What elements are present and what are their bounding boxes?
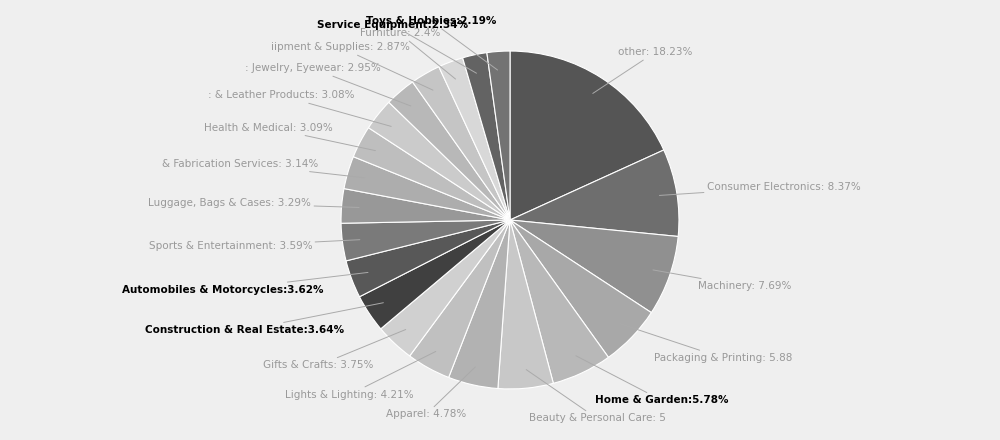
- Wedge shape: [389, 82, 510, 220]
- Text: Packaging & Printing: 5.88: Packaging & Printing: 5.88: [620, 324, 792, 363]
- Text: iipment & Supplies: 2.87%: iipment & Supplies: 2.87%: [271, 42, 433, 90]
- Text: Apparel: 4.78%: Apparel: 4.78%: [386, 367, 475, 419]
- Text: Automobiles & Motorcycles:3.62%: Automobiles & Motorcycles:3.62%: [122, 272, 368, 295]
- Wedge shape: [510, 150, 679, 236]
- Text: : & Leather Products: 3.08%: : & Leather Products: 3.08%: [208, 91, 391, 126]
- Wedge shape: [510, 220, 608, 383]
- Wedge shape: [341, 189, 510, 223]
- Wedge shape: [344, 157, 510, 220]
- Text: other: 18.23%: other: 18.23%: [593, 48, 692, 93]
- Text: Construction & Real Estate:3.64%: Construction & Real Estate:3.64%: [145, 303, 383, 335]
- Wedge shape: [498, 220, 553, 389]
- Text: Machinery: 7.69%: Machinery: 7.69%: [653, 270, 791, 291]
- Wedge shape: [510, 220, 651, 357]
- Text: Beauty & Personal Care: 5: Beauty & Personal Care: 5: [526, 370, 666, 423]
- Text: Sports & Entertainment: 3.59%: Sports & Entertainment: 3.59%: [149, 240, 360, 251]
- Text: Health & Medical: 3.09%: Health & Medical: 3.09%: [204, 123, 375, 150]
- Wedge shape: [381, 220, 510, 356]
- Wedge shape: [359, 220, 510, 329]
- Wedge shape: [368, 102, 510, 220]
- Text: Toys & Hobbies:2.19%: Toys & Hobbies:2.19%: [366, 16, 498, 70]
- Text: : Jewelry, Eyewear: 2.95%: : Jewelry, Eyewear: 2.95%: [245, 63, 411, 106]
- Wedge shape: [341, 220, 510, 261]
- Wedge shape: [346, 220, 510, 297]
- Text: Furniture: 2.4%: Furniture: 2.4%: [360, 28, 456, 79]
- Wedge shape: [487, 51, 510, 220]
- Wedge shape: [463, 53, 510, 220]
- Text: Service Equipment:2.34%: Service Equipment:2.34%: [317, 20, 476, 73]
- Wedge shape: [413, 67, 510, 220]
- Wedge shape: [410, 220, 510, 378]
- Text: Consumer Electronics: 8.37%: Consumer Electronics: 8.37%: [659, 182, 860, 195]
- Wedge shape: [510, 51, 664, 220]
- Wedge shape: [353, 128, 510, 220]
- Text: Lights & Lighting: 4.21%: Lights & Lighting: 4.21%: [285, 352, 436, 400]
- Wedge shape: [439, 58, 510, 220]
- Text: Luggage, Bags & Cases: 3.29%: Luggage, Bags & Cases: 3.29%: [148, 198, 359, 208]
- Text: & Fabrication Services: 3.14%: & Fabrication Services: 3.14%: [162, 159, 365, 178]
- Text: Gifts & Crafts: 3.75%: Gifts & Crafts: 3.75%: [263, 330, 406, 370]
- Wedge shape: [449, 220, 510, 389]
- Text: Home & Garden:5.78%: Home & Garden:5.78%: [576, 356, 729, 405]
- Wedge shape: [510, 220, 678, 312]
